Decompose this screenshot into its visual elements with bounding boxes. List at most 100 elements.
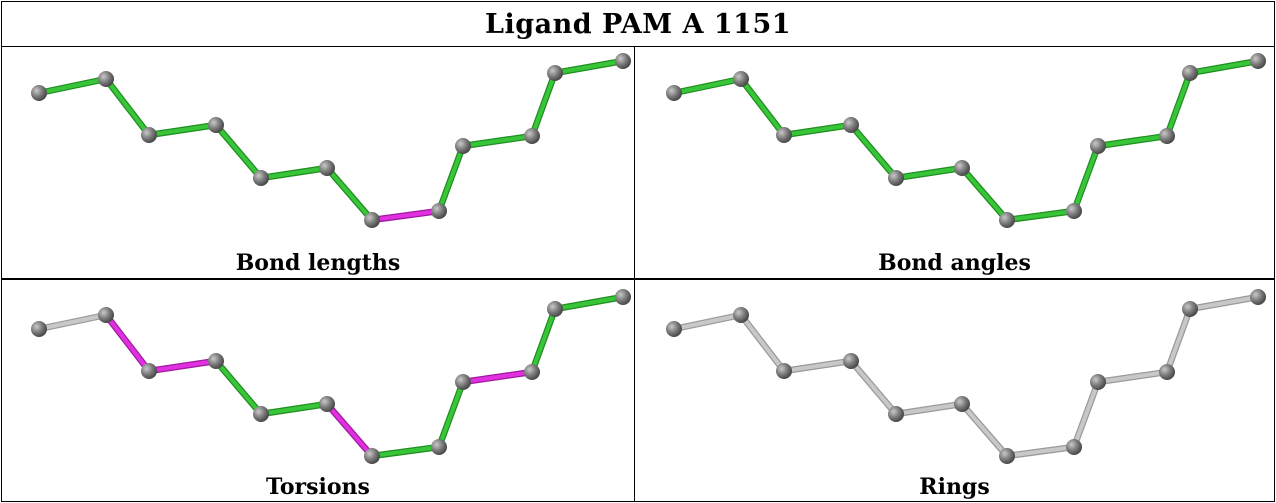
bond-none — [1072, 380, 1100, 449]
bond-none — [37, 313, 108, 331]
panel-caption: Rings — [919, 474, 990, 500]
bond-outlier — [325, 402, 374, 458]
bond-ok — [1188, 59, 1260, 75]
bond-ok — [894, 166, 964, 180]
atom — [319, 160, 335, 176]
bond-ok — [530, 307, 557, 374]
bond-ok — [461, 134, 534, 148]
bond-ok — [782, 123, 853, 137]
atom — [615, 53, 631, 69]
atom — [615, 289, 631, 305]
atom — [843, 353, 859, 369]
bond-none — [1005, 445, 1076, 458]
atom — [843, 117, 859, 133]
atom — [431, 439, 447, 455]
bond-none — [849, 359, 898, 416]
atom — [666, 85, 682, 101]
bond-ok — [530, 71, 557, 138]
bond-ok — [1005, 209, 1076, 222]
bond-none — [1188, 295, 1260, 311]
atom — [455, 138, 471, 154]
bond-ok — [1072, 144, 1100, 213]
atom — [98, 307, 114, 323]
atom — [547, 301, 563, 317]
atom — [208, 117, 224, 133]
bond-ok — [259, 166, 329, 180]
bond-none — [1165, 307, 1192, 374]
atom — [547, 65, 563, 81]
bond-ok — [437, 144, 465, 213]
panel-bond-angles: Bond angles — [635, 47, 1275, 279]
atom — [776, 363, 792, 379]
bond-ok — [960, 166, 1009, 222]
atom — [1066, 203, 1082, 219]
bond-ok — [1096, 134, 1169, 148]
atom — [455, 374, 471, 390]
bond-outlier — [370, 209, 441, 222]
atom — [98, 71, 114, 87]
atom — [1066, 439, 1082, 455]
panel-caption: Bond lengths — [235, 250, 401, 276]
bond-none — [782, 359, 853, 373]
bond-ok — [147, 123, 218, 137]
atom — [954, 160, 970, 176]
ligand-title: Ligand PAM A 1151 — [1, 1, 1275, 47]
atom — [141, 363, 157, 379]
bond-ok — [553, 295, 625, 311]
molecule-diagram — [31, 289, 631, 464]
bond-outlier — [147, 359, 218, 373]
bond-ok — [325, 166, 374, 222]
panel-bond-lengths: Bond lengths — [1, 47, 635, 279]
bond-none — [960, 402, 1009, 458]
atom — [999, 448, 1015, 464]
atom — [253, 170, 269, 186]
atom — [208, 353, 224, 369]
atom — [1250, 53, 1266, 69]
atom — [1159, 128, 1175, 144]
atom — [524, 128, 540, 144]
bond-none — [739, 313, 786, 373]
bond-ok — [672, 77, 743, 95]
atom — [141, 127, 157, 143]
bond-outlier — [104, 313, 151, 373]
molecule-diagram — [666, 53, 1266, 228]
atom — [954, 396, 970, 412]
atom — [733, 307, 749, 323]
atom — [253, 406, 269, 422]
panel-rings: Rings — [635, 279, 1275, 502]
atom — [319, 396, 335, 412]
bond-outlier — [461, 370, 534, 384]
atom — [1250, 289, 1266, 305]
atom — [1090, 374, 1106, 390]
atom — [431, 203, 447, 219]
atom — [888, 406, 904, 422]
bond-ok — [437, 380, 465, 449]
atom — [666, 321, 682, 337]
atom — [1090, 138, 1106, 154]
bond-none — [672, 313, 743, 331]
panel-torsions: Torsions — [1, 279, 635, 502]
atom — [364, 212, 380, 228]
bond-ok — [1165, 71, 1192, 138]
atom — [1182, 65, 1198, 81]
bond-none — [1096, 370, 1169, 384]
bond-ok — [553, 59, 625, 75]
bond-ok — [849, 123, 898, 180]
bond-ok — [104, 77, 151, 137]
panel-caption: Torsions — [266, 474, 370, 500]
atom — [31, 321, 47, 337]
atom — [776, 127, 792, 143]
panel-caption: Bond angles — [878, 250, 1031, 276]
atom — [364, 448, 380, 464]
atom — [1159, 364, 1175, 380]
atom — [1182, 301, 1198, 317]
bond-ok — [739, 77, 786, 137]
bond-ok — [370, 445, 441, 458]
bond-ok — [214, 123, 263, 180]
bond-ok — [259, 402, 329, 416]
molecule-diagram — [31, 53, 631, 228]
atom — [888, 170, 904, 186]
atom — [524, 364, 540, 380]
atom — [31, 85, 47, 101]
